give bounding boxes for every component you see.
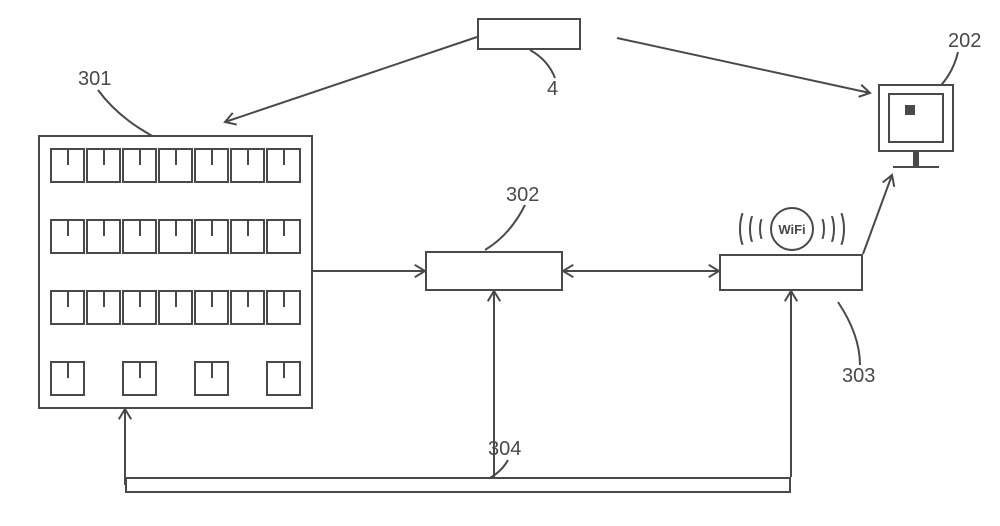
- grid-cell: [50, 219, 85, 254]
- grid-cell: [122, 219, 157, 254]
- monitor-stand: [913, 152, 919, 166]
- monitor-dot: [905, 105, 915, 115]
- grid-cell: [266, 290, 301, 325]
- grid-cell: [266, 219, 301, 254]
- grid-cell: [122, 290, 157, 325]
- grid-cell: [50, 361, 85, 396]
- grid-cell: [158, 290, 193, 325]
- label-303: 303: [842, 365, 875, 388]
- wifi-icon: WiFi: [770, 207, 814, 251]
- grid-cell: [122, 148, 157, 183]
- monitor-screen: [888, 93, 944, 143]
- label-202: 202: [948, 30, 981, 53]
- bus-304: [125, 477, 791, 493]
- grid-cell: [50, 290, 85, 325]
- label-301: 301: [78, 68, 111, 91]
- label-304: 304: [488, 438, 521, 461]
- box-4: [477, 18, 581, 50]
- grid-cell: [122, 361, 157, 396]
- grid-cell: [86, 290, 121, 325]
- grid-cell: [194, 219, 229, 254]
- grid-cell: [266, 148, 301, 183]
- grid-cell: [86, 219, 121, 254]
- grid-cell: [230, 290, 265, 325]
- monitor-base: [893, 166, 939, 168]
- grid-cell: [86, 148, 121, 183]
- grid-cell: [194, 361, 229, 396]
- grid-cell: [158, 219, 193, 254]
- grid-cell: [194, 148, 229, 183]
- box-302: [425, 251, 563, 291]
- label-302: 302: [506, 184, 539, 207]
- grid-cell: [230, 219, 265, 254]
- box-303: [719, 254, 863, 291]
- grid-cell: [158, 148, 193, 183]
- grid-cell: [266, 361, 301, 396]
- label-4: 4: [547, 78, 558, 101]
- grid-cell: [230, 148, 265, 183]
- grid-cell: [194, 290, 229, 325]
- grid-cell: [50, 148, 85, 183]
- grid-301: [50, 148, 301, 396]
